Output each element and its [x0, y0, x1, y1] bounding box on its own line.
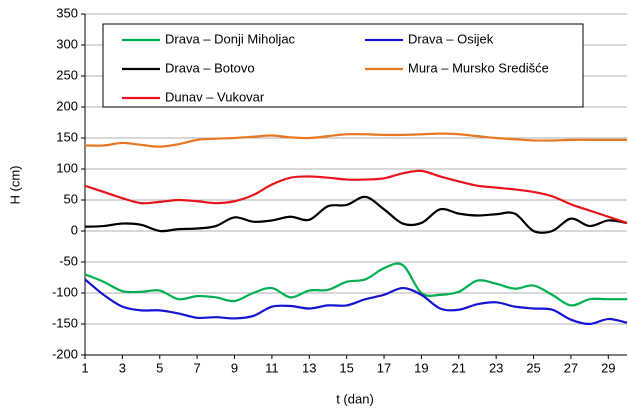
y-tick-label: 100: [56, 160, 78, 175]
x-tick-label: 9: [231, 360, 238, 375]
y-tick-label: 0: [71, 222, 78, 237]
y-tick-label: 50: [64, 191, 78, 206]
y-tick-label: -100: [52, 284, 78, 299]
series-line: [84, 132, 627, 148]
x-tick-label: 27: [564, 360, 578, 375]
y-tick-label: 150: [56, 129, 78, 144]
y-tick-label: -200: [52, 346, 78, 361]
series-line: [84, 195, 628, 234]
y-tick-label: 300: [56, 36, 78, 51]
y-tick-label: -150: [52, 315, 78, 330]
x-tick-label: 3: [119, 360, 126, 375]
legend-label: Mura – Mursko Središće: [408, 60, 549, 75]
x-tick-label: 23: [489, 360, 503, 375]
series-line: [84, 278, 628, 326]
legend-label: Drava – Donji Miholjac: [165, 31, 296, 46]
y-tick-label: -50: [59, 253, 78, 268]
x-tick-label: 17: [377, 360, 391, 375]
x-tick-label: 29: [601, 360, 615, 375]
x-tick-label: 1: [81, 360, 88, 375]
x-tick-label: 15: [339, 360, 353, 375]
x-tick-label: 13: [302, 360, 316, 375]
series-line: [84, 262, 627, 307]
x-tick-label: 5: [156, 360, 163, 375]
y-tick-label: 250: [56, 67, 78, 82]
y-tick-label: 350: [56, 5, 78, 20]
x-tick-label: 25: [526, 360, 540, 375]
legend-box: [102, 23, 584, 108]
x-axis-label: t (dan): [336, 391, 374, 406]
legend-label: Dunav – Vukovar: [165, 89, 265, 104]
legend-label: Drava – Osijek: [408, 31, 494, 46]
legend-label: Drava – Botovo: [165, 60, 255, 75]
x-tick-label: 11: [265, 360, 279, 375]
x-tick-label: 21: [452, 360, 466, 375]
series-line: [84, 169, 628, 224]
x-tick-label: 19: [414, 360, 428, 375]
y-tick-label: 200: [56, 98, 78, 113]
y-axis-label: H (cm): [7, 166, 22, 205]
x-tick-label: 7: [194, 360, 201, 375]
